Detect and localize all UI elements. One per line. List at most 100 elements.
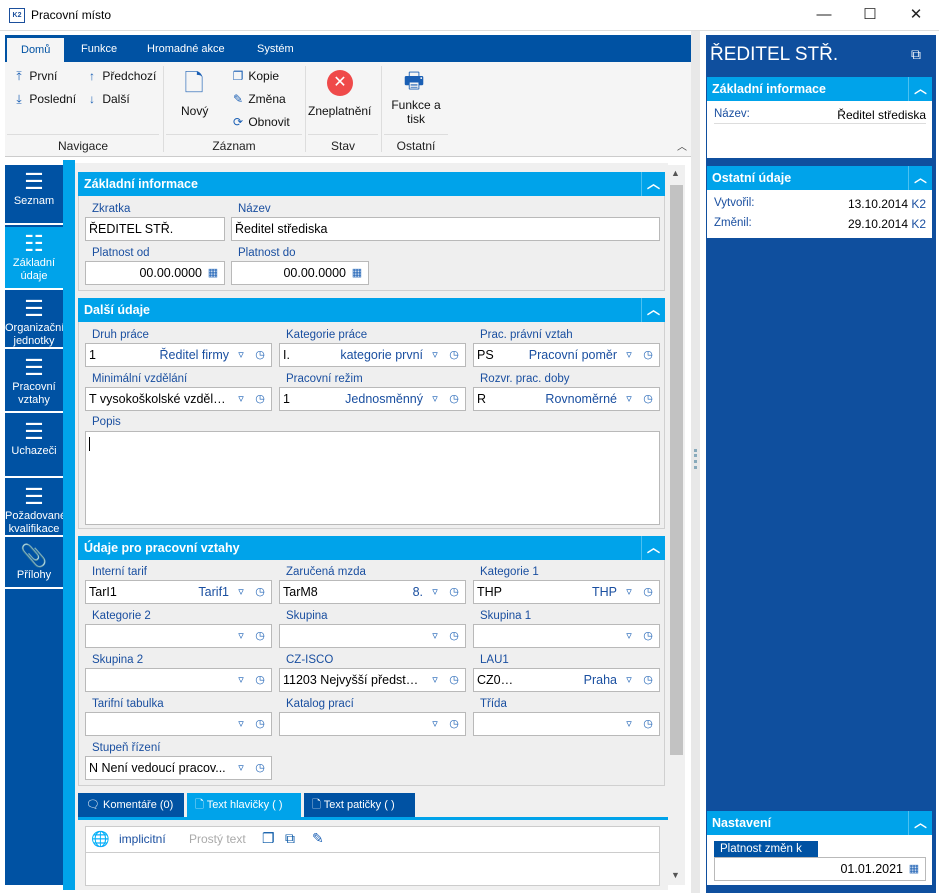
lookup-field[interactable]: 1 Jednosměnný ▿ ◷ [279, 387, 466, 411]
dropdown-icon[interactable]: ▿ [233, 388, 249, 410]
tab-funkce[interactable]: Funkce [81, 43, 118, 55]
history-clock-icon[interactable]: ◷ [640, 581, 656, 603]
section-header-relations[interactable]: Údaje pro pracovní vztahy ︿ [78, 536, 665, 560]
lookup-field[interactable]: ▿ ◷ [85, 668, 272, 692]
format-dropdown[interactable]: Prostý text [189, 832, 246, 846]
lookup-field[interactable]: ▿ ◷ [279, 712, 466, 736]
history-clock-icon[interactable]: ◷ [446, 388, 462, 410]
invalidate-button[interactable]: Zneplatnění [308, 104, 372, 118]
dropdown-icon[interactable]: ▿ [427, 388, 443, 410]
history-clock-icon[interactable]: ◷ [640, 713, 656, 735]
lookup-field[interactable]: THP THP ▿ ◷ [473, 580, 660, 604]
history-clock-icon[interactable]: ◷ [446, 713, 462, 735]
copy-add-icon[interactable]: ⧉ [285, 830, 295, 846]
lookup-field[interactable]: ▿ ◷ [279, 624, 466, 648]
lookup-field[interactable]: T vysokoškolské vzdělání ▿ ◷ [85, 387, 272, 411]
dropdown-icon[interactable]: ▿ [233, 713, 249, 735]
history-clock-icon[interactable]: ◷ [252, 757, 268, 779]
history-clock-icon[interactable]: ◷ [252, 625, 268, 647]
section-header-other[interactable]: Další údaje ︿ [78, 298, 665, 322]
sidebar-item-4[interactable]: ☰ Uchazeči [5, 415, 63, 478]
lookup-field[interactable]: I. kategorie první ▿ ◷ [279, 343, 466, 367]
tab-text-paticky[interactable]: 🗋 Text patičky ( ) [304, 793, 415, 817]
popis-textarea[interactable] [85, 431, 660, 525]
collapse-icon[interactable]: ︿ [908, 77, 932, 101]
collapse-icon[interactable]: ︿ [641, 172, 665, 196]
zkratka-input[interactable]: ŘEDITEL STŘ. [85, 217, 225, 241]
tab-system[interactable]: Systém [257, 43, 294, 55]
sidebar-item-5[interactable]: ☰ Požadované kvalifikace [5, 480, 66, 537]
scroll-down-icon[interactable]: ▼ [671, 870, 680, 880]
dropdown-icon[interactable]: ▿ [233, 757, 249, 779]
history-clock-icon[interactable]: ◷ [252, 581, 268, 603]
tab-text-hlavicky[interactable]: 🗋 Text hlavičky ( ) [187, 793, 301, 817]
created-by[interactable]: K2 [911, 197, 926, 211]
copy-icon[interactable]: ❐ [262, 830, 275, 846]
platnost-od-input[interactable]: 00.00.0000 ▦ [85, 261, 225, 285]
copy-button[interactable]: ❐ Kopie [231, 69, 279, 83]
history-clock-icon[interactable]: ◷ [252, 388, 268, 410]
maximize-button[interactable]: ☐ [863, 6, 877, 23]
history-clock-icon[interactable]: ◷ [640, 625, 656, 647]
calendar-icon[interactable]: ▦ [906, 858, 922, 880]
close-button[interactable]: ✕ [909, 6, 923, 23]
collapse-icon[interactable]: ︿ [908, 811, 932, 835]
right-settings-header[interactable]: Nastavení ︿ [707, 811, 932, 835]
first-button[interactable]: ⤒ První [12, 69, 57, 84]
previous-button[interactable]: ↑ Předchozí [85, 69, 156, 83]
valid-date-input[interactable]: 01.01.2021 ▦ [714, 857, 926, 881]
lookup-field[interactable]: 11203 Nejvyšší předsta... ▿ ◷ [279, 668, 466, 692]
calendar-icon[interactable]: ▦ [205, 262, 221, 284]
lookup-field[interactable]: TarM8 8. ▿ ◷ [279, 580, 466, 604]
dropdown-icon[interactable]: ▿ [233, 581, 249, 603]
text-editor[interactable]: 🌐 implicitní Prostý text ❐ ⧉ ✎ [85, 826, 660, 886]
right-other-header[interactable]: Ostatní údaje ︿ [707, 166, 932, 190]
sidebar-item-6[interactable]: 📎 Přílohy [5, 539, 63, 589]
lookup-field[interactable]: TarI1 Tarif1 ▿ ◷ [85, 580, 272, 604]
language-dropdown[interactable]: implicitní [119, 832, 166, 846]
tab-hromadne-akce[interactable]: Hromadné akce [147, 43, 225, 55]
popout-icon[interactable]: ⧉ [911, 46, 921, 62]
lookup-field[interactable]: PS Pracovní poměr ▿ ◷ [473, 343, 660, 367]
dropdown-icon[interactable]: ▿ [621, 344, 637, 366]
lookup-field[interactable]: ▿ ◷ [85, 624, 272, 648]
print-button[interactable]: Funkce a tisk [391, 98, 441, 126]
dropdown-icon[interactable]: ▿ [621, 625, 637, 647]
history-clock-icon[interactable]: ◷ [446, 344, 462, 366]
dropdown-icon[interactable]: ▿ [233, 669, 249, 691]
lookup-field[interactable]: N Není vedoucí pracov... ▿ ◷ [85, 756, 272, 780]
sidebar-item-0[interactable]: ☰ Seznam [5, 165, 63, 225]
lookup-field[interactable]: ▿ ◷ [85, 712, 272, 736]
splitter-grip-icon[interactable] [694, 449, 697, 469]
history-clock-icon[interactable]: ◷ [446, 625, 462, 647]
next-button[interactable]: ↓ Další [85, 92, 130, 106]
history-clock-icon[interactable]: ◷ [446, 669, 462, 691]
collapse-icon[interactable]: ︿ [641, 536, 665, 560]
minimize-button[interactable]: — [816, 6, 832, 23]
new-button[interactable]: Nový [181, 104, 209, 118]
dropdown-icon[interactable]: ▿ [427, 344, 443, 366]
scroll-up-icon[interactable]: ▲ [671, 168, 680, 178]
history-clock-icon[interactable]: ◷ [640, 388, 656, 410]
lookup-field[interactable]: CZ0100 Praha ▿◷ [473, 668, 660, 692]
lookup-field[interactable]: ▿ ◷ [473, 624, 660, 648]
collapse-icon[interactable]: ︿ [641, 298, 665, 322]
calendar-icon[interactable]: ▦ [349, 262, 365, 284]
changed-by[interactable]: K2 [911, 217, 926, 231]
dropdown-icon[interactable]: ▿ [233, 625, 249, 647]
refresh-button[interactable]: ⟳ Obnovit [231, 115, 290, 129]
dropdown-icon[interactable]: ▿ [621, 581, 637, 603]
history-clock-icon[interactable]: ◷ [446, 581, 462, 603]
history-clock-icon[interactable]: ◷ [252, 669, 268, 691]
history-clock-icon[interactable]: ◷ [252, 344, 268, 366]
platnost-do-input[interactable]: 00.00.0000 ▦ [231, 261, 369, 285]
dropdown-icon[interactable]: ▿ [427, 713, 443, 735]
dropdown-icon[interactable]: ▿ [427, 669, 443, 691]
lookup-field[interactable]: R Rovnoměrné ▿ ◷ [473, 387, 660, 411]
scrollbar-thumb[interactable] [670, 185, 683, 755]
collapse-icon[interactable]: ︿ [908, 166, 932, 190]
sidebar-item-1[interactable]: ☷ Základní údaje [5, 227, 63, 290]
last-button[interactable]: ⤓ Poslední [12, 92, 76, 107]
change-button[interactable]: ✎ Změna [231, 92, 286, 106]
panel-splitter[interactable] [691, 31, 700, 893]
